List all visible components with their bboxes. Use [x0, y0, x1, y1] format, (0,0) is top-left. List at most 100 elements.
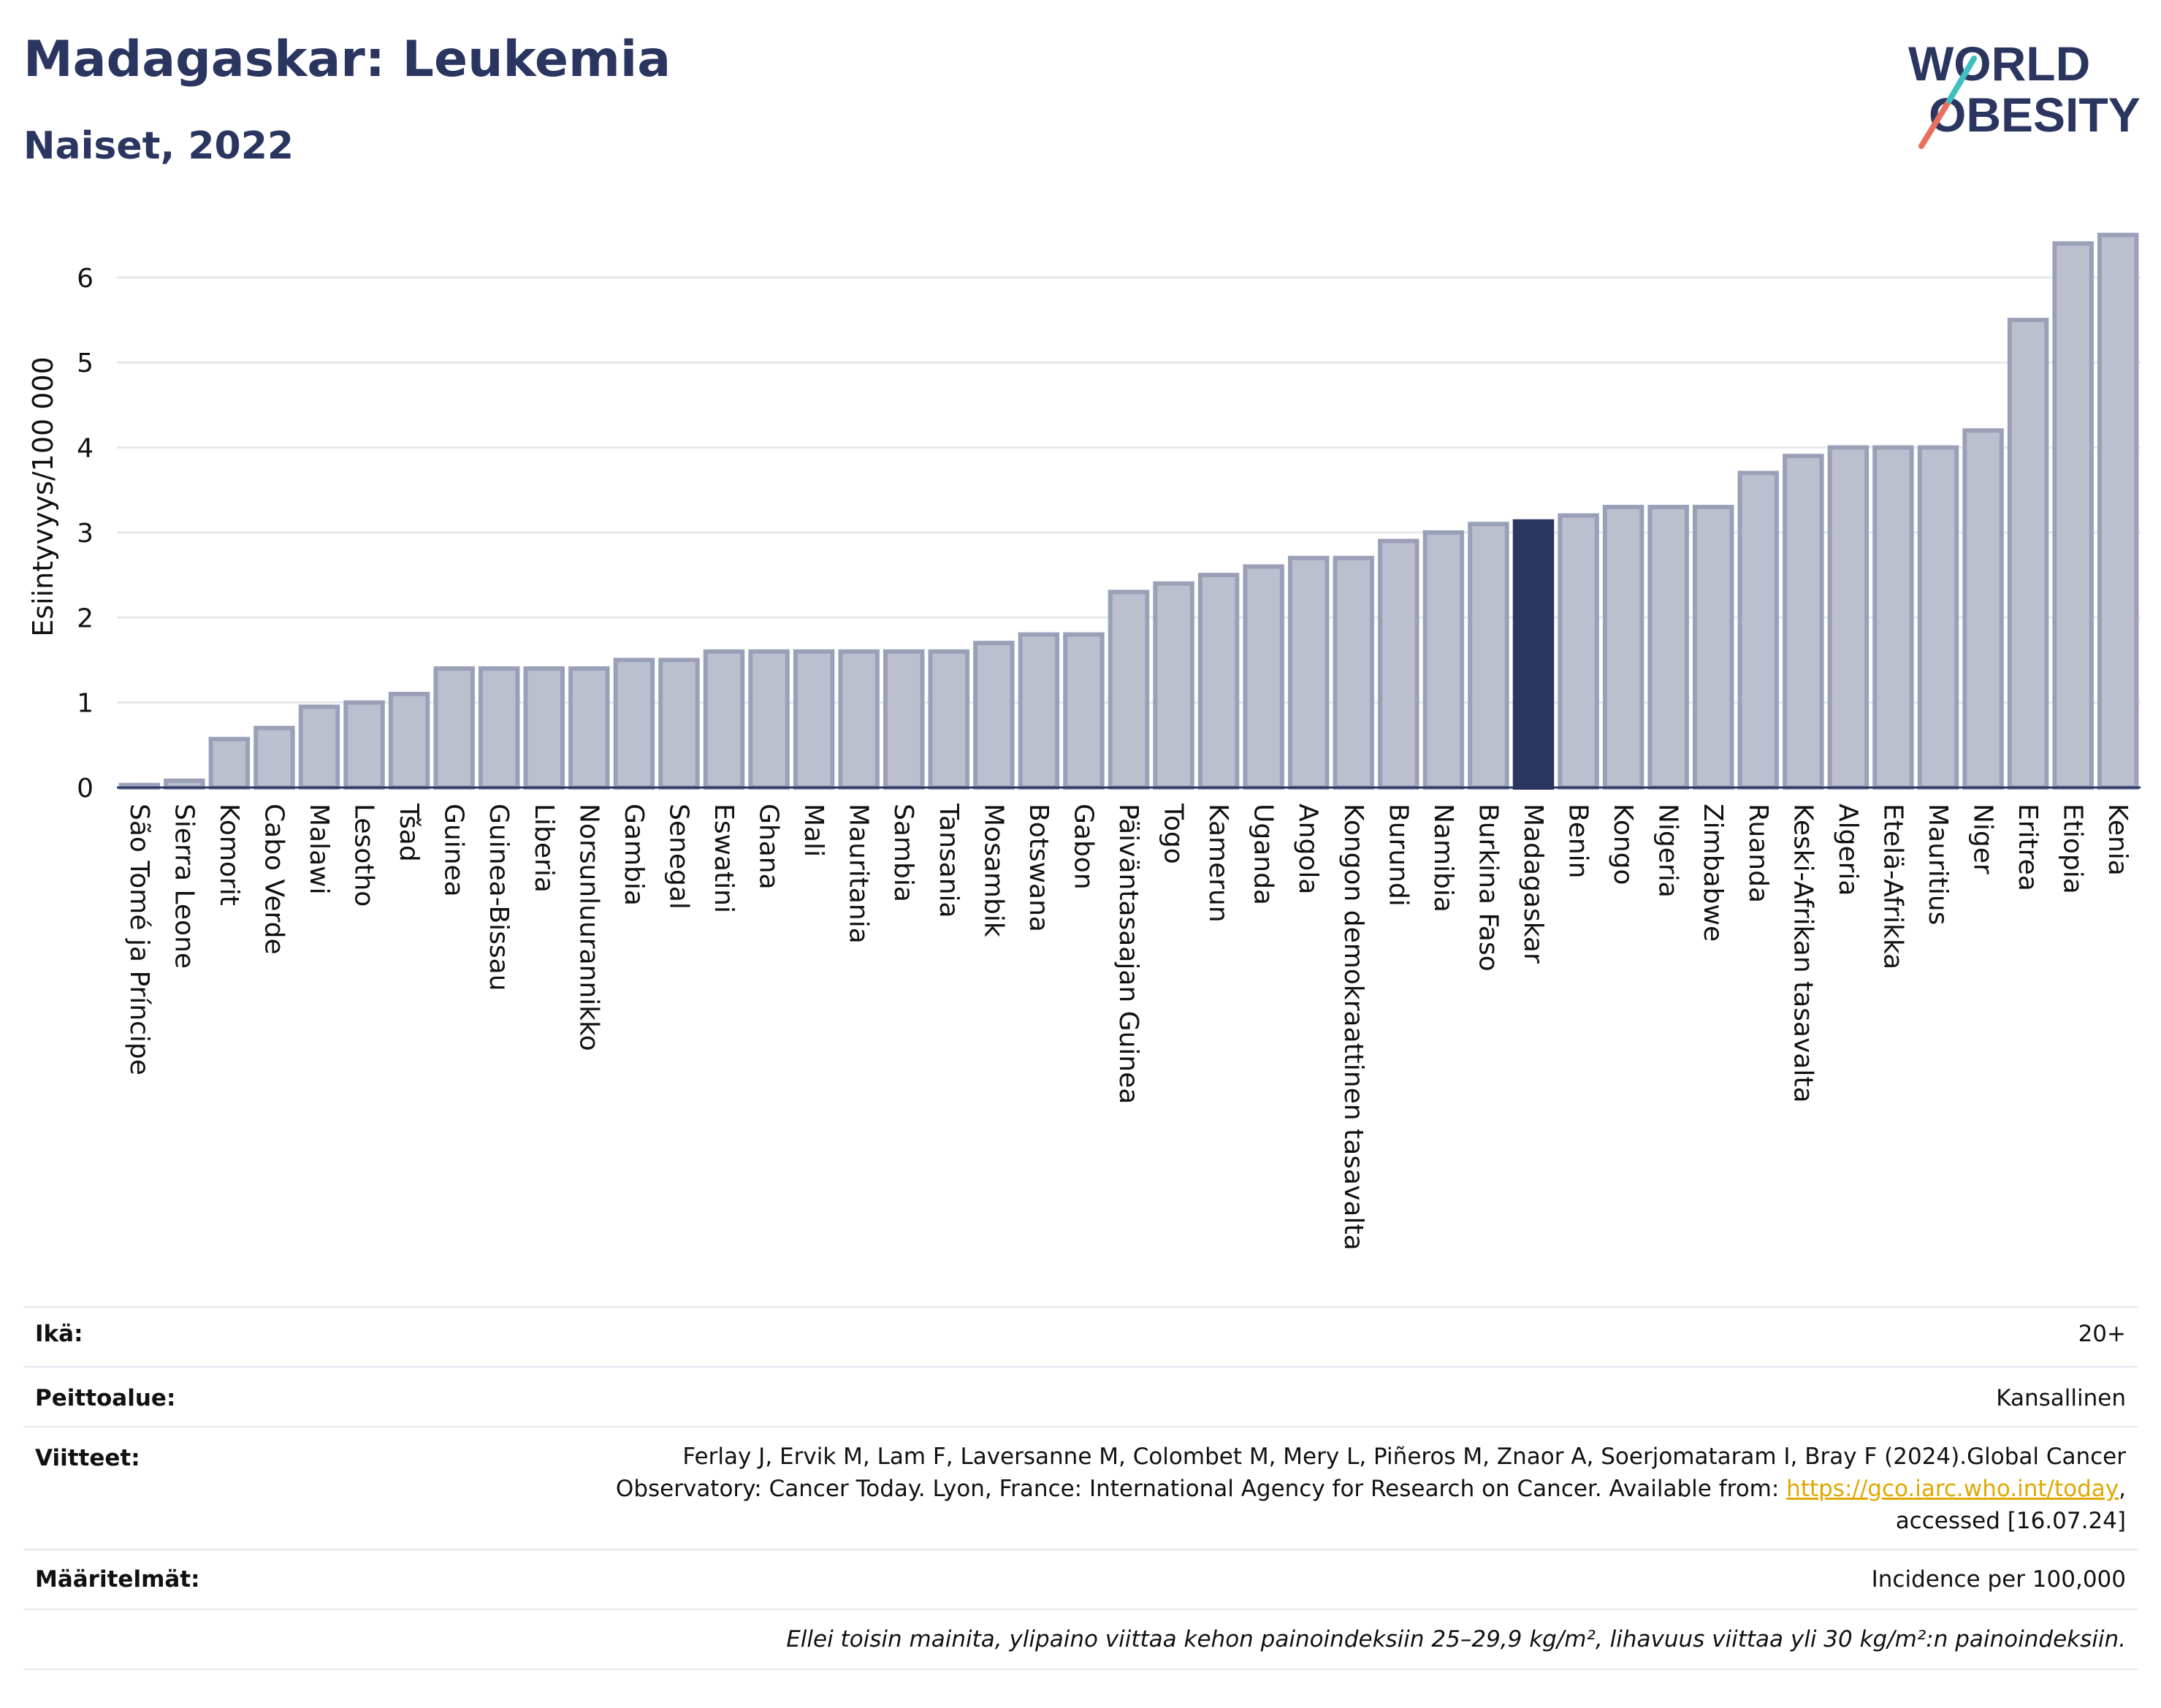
definitions-label: Määritelmät:	[35, 1566, 200, 1593]
references-line-1: Ferlay J, Ervik M, Lam F, Laversanne M, …	[682, 1444, 2126, 1470]
x-tick-label: Tansania	[934, 803, 964, 918]
x-tick-label: Liberia	[529, 804, 559, 893]
bar-norsunluurannikko	[568, 666, 610, 790]
x-tick-label: Eswatini	[709, 804, 739, 913]
x-tick-label: Norsunluurannikko	[573, 804, 603, 1051]
bar-eritrea	[2007, 318, 2049, 790]
x-tick-label: Tšad	[394, 803, 424, 862]
bar-algeria	[1827, 445, 1870, 790]
logo-line-1: WORLD	[1908, 37, 2090, 91]
x-tick-label: Algeria	[1833, 804, 1863, 896]
bar-niger	[1962, 428, 2004, 790]
x-tick-label: Uganda	[1249, 804, 1278, 905]
bar-burkina-faso	[1468, 522, 1509, 790]
x-tick-label: Sierra Leone	[169, 804, 199, 969]
bar-namibia	[1422, 530, 1465, 790]
x-tick-label: Cabo Verde	[259, 804, 289, 955]
bar-senegal	[658, 657, 700, 790]
bar-angola	[1287, 555, 1330, 790]
x-tick-label: Zimbabwe	[1698, 804, 1728, 942]
x-tick-label: Senegal	[663, 804, 693, 910]
bar-komorit	[208, 736, 251, 790]
x-tick-label: Madagaskar	[1518, 804, 1548, 964]
x-tick-label: Eritrea	[2013, 804, 2043, 891]
divider	[23, 1549, 2138, 1550]
age-value: 20+	[2078, 1321, 2126, 1347]
bar-ruanda	[1737, 470, 1780, 790]
x-tick-label: Burundi	[1383, 804, 1413, 907]
bar-uganda	[1243, 564, 1284, 790]
bar-kamerun	[1197, 573, 1240, 790]
y-tick-label: 3	[77, 519, 94, 549]
bars	[118, 232, 2139, 790]
x-tick-label: Guinea-Bissau	[484, 804, 514, 991]
bar-sambia	[883, 649, 925, 790]
references-value: Ferlay J, Ervik M, Lam F, Laversanne M, …	[616, 1441, 2126, 1537]
bar-lesotho	[343, 700, 385, 790]
bar-liberia	[523, 666, 565, 790]
bar-mauritius	[1917, 445, 1959, 790]
definitions-value: Incidence per 100,000	[1871, 1566, 2126, 1593]
page-title: Madagaskar: Leukemia	[23, 31, 671, 88]
divider	[23, 1366, 2138, 1368]
bar-zimbabwe	[1692, 505, 1734, 790]
info-row-coverage: Peittoalue: Kansallinen	[23, 1368, 2138, 1426]
x-tick-label: Kongon demokraattinen tasavalta	[1338, 804, 1368, 1251]
x-tick-label: Sambia	[888, 804, 918, 902]
page-subtitle: Naiset, 2022	[23, 124, 294, 168]
x-tick-label: Nigeria	[1653, 804, 1683, 898]
x-tick-label: Päiväntasaajan Guinea	[1113, 804, 1143, 1104]
y-tick-label: 4	[77, 434, 94, 464]
references-label: Viitteet:	[35, 1445, 140, 1471]
bar-guinea	[433, 666, 475, 790]
y-tick-label: 0	[77, 774, 94, 804]
x-tick-label: Lesotho	[349, 804, 379, 907]
references-line-3: accessed [16.07.24]	[1895, 1508, 2126, 1534]
info-row-note: Ellei toisin mainita, ylipaino viittaa k…	[23, 1610, 2138, 1669]
bar-etelä-afrikka	[1872, 445, 1914, 790]
bar-guinea-bissau	[478, 666, 520, 790]
divider	[23, 1426, 2138, 1427]
x-tick-label: Keski-Afrikan tasavalta	[1788, 804, 1818, 1103]
x-tick-label: Malawi	[304, 804, 334, 895]
references-line-2: Observatory: Cancer Today. Lyon, France:…	[615, 1476, 2126, 1502]
divider	[23, 1306, 2138, 1308]
bar-cabo-verde	[254, 725, 295, 790]
world-obesity-logo: WORLD OBESITY	[1908, 37, 2141, 149]
bar-botswana	[1018, 632, 1060, 790]
bar-mosambik	[973, 641, 1015, 790]
x-tick-label: Burkina Faso	[1473, 804, 1503, 972]
x-tick-label: Benin	[1563, 804, 1593, 878]
coverage-label: Peittoalue:	[35, 1385, 176, 1411]
y-tick-label: 1	[77, 689, 94, 719]
info-row-definitions: Määritelmät: Incidence per 100,000	[23, 1550, 2138, 1609]
divider	[23, 1669, 2138, 1670]
bar-benin	[1558, 513, 1599, 790]
references-link[interactable]: https://gco.iarc.who.int/today	[1786, 1476, 2119, 1502]
x-tick-label: Komorit	[214, 804, 244, 906]
logo-line-2: OBESITY	[1929, 88, 2141, 142]
x-tick-label: Togo	[1159, 803, 1189, 864]
bar-madagaskar	[1512, 519, 1555, 790]
bar-burundi	[1378, 538, 1419, 790]
bar-kongon-demokraattinen-tasavalta	[1333, 555, 1375, 790]
bar-eswatini	[703, 649, 745, 790]
bar-mauritania	[838, 649, 880, 790]
x-tick-label: Kamerun	[1203, 804, 1233, 923]
coverage-value: Kansallinen	[1996, 1385, 2126, 1411]
x-tick-label: Etelä-Afrikka	[1878, 804, 1907, 969]
x-tick-label: Mauritius	[1923, 804, 1953, 925]
bar-t-ad	[388, 692, 430, 790]
x-tick-label: Mauritania	[844, 804, 874, 944]
bar-kongo	[1602, 505, 1644, 790]
y-tick-label: 6	[77, 264, 94, 294]
x-tick-label: Ruanda	[1743, 804, 1773, 903]
x-tick-label: Kenia	[2103, 804, 2133, 876]
y-tick-label: 2	[77, 603, 94, 633]
y-axis-label: Esiintyvyys/100 000	[27, 357, 59, 637]
bar-gambia	[613, 657, 655, 790]
x-tick-label: Ghana	[754, 804, 784, 890]
x-tick-label: Namibia	[1428, 804, 1458, 912]
bar-mali	[793, 649, 835, 790]
logo-slash-teal	[1946, 56, 1977, 104]
